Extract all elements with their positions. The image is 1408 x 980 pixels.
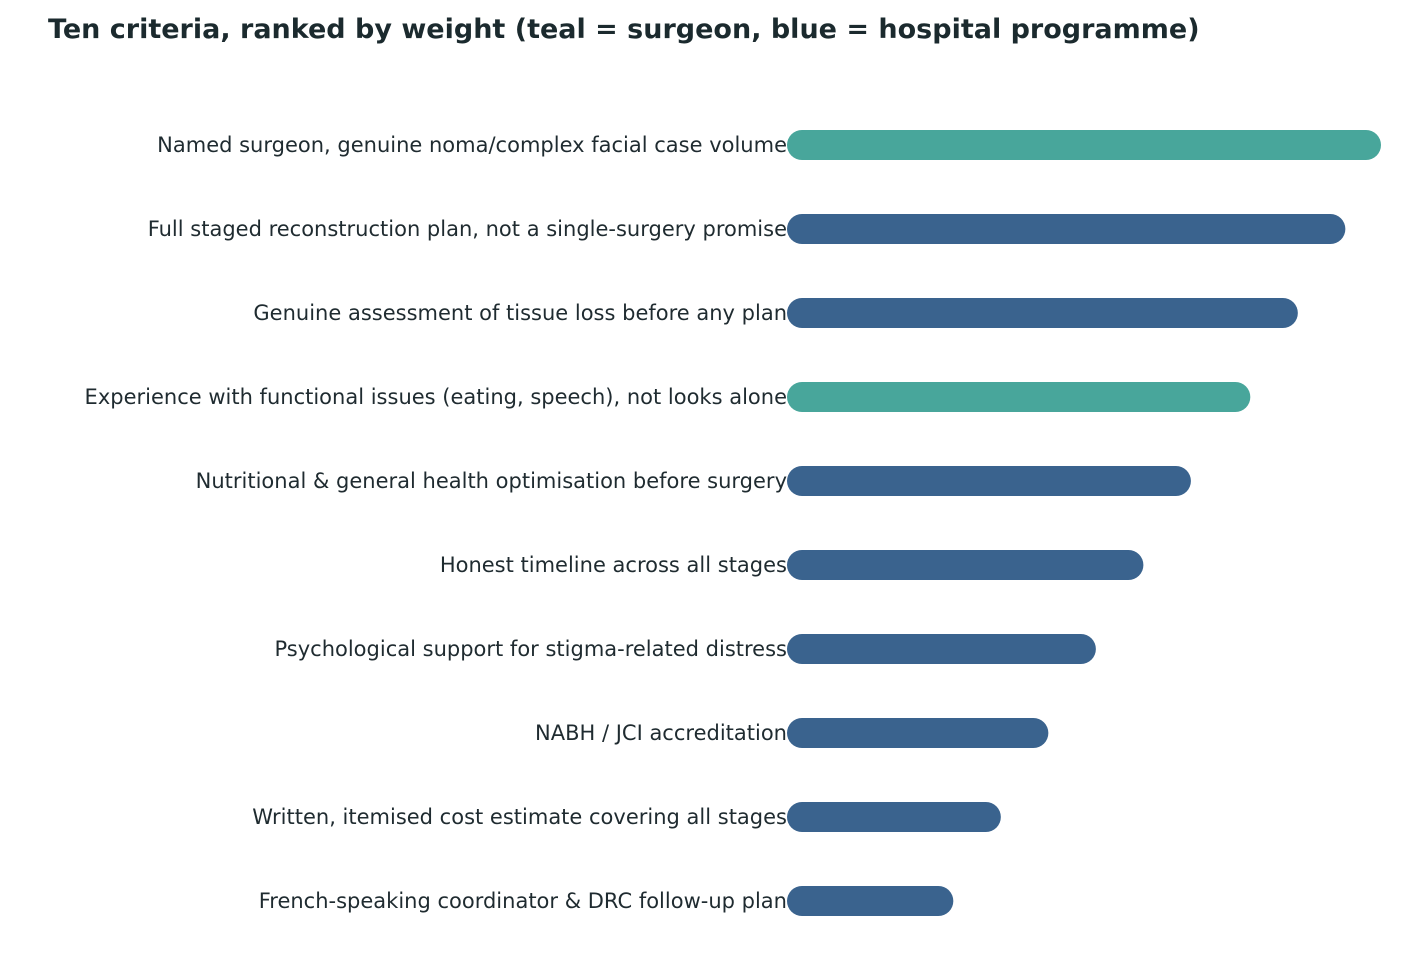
category-label: Experience with functional issues (eatin… xyxy=(85,385,787,409)
category-label: Written, itemised cost estimate covering… xyxy=(252,805,787,829)
bar xyxy=(787,382,1251,412)
bar xyxy=(787,802,1001,832)
category-label: Nutritional & general health optimisatio… xyxy=(196,469,787,493)
bar xyxy=(787,886,954,916)
bar xyxy=(787,466,1191,496)
category-label: Genuine assessment of tissue loss before… xyxy=(253,301,787,325)
category-labels: Named surgeon, genuine noma/complex faci… xyxy=(85,133,787,913)
bar xyxy=(787,718,1049,748)
bar xyxy=(787,130,1381,160)
chart-title: Ten criteria, ranked by weight (teal = s… xyxy=(48,14,1200,45)
category-label: Psychological support for stigma-related… xyxy=(274,637,787,661)
bars xyxy=(787,130,1381,916)
category-label: French-speaking coordinator & DRC follow… xyxy=(259,889,787,913)
category-label: Honest timeline across all stages xyxy=(440,553,787,577)
category-label: Named surgeon, genuine noma/complex faci… xyxy=(157,133,787,157)
bar xyxy=(787,550,1144,580)
category-label: NABH / JCI accreditation xyxy=(535,721,787,745)
bar xyxy=(787,298,1298,328)
category-label: Full staged reconstruction plan, not a s… xyxy=(148,217,787,241)
bar xyxy=(787,634,1096,664)
bar xyxy=(787,214,1346,244)
